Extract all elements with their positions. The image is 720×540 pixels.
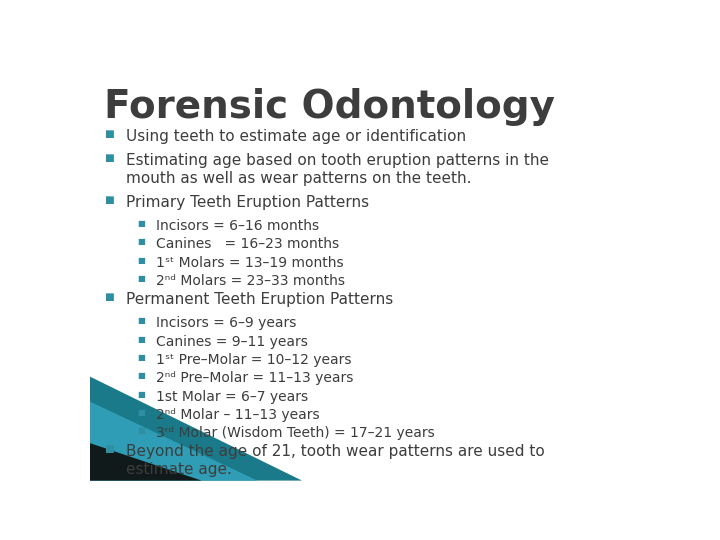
Text: Estimating age based on tooth eruption patterns in the
mouth as well as wear pat: Estimating age based on tooth eruption p… xyxy=(126,153,549,186)
Polygon shape xyxy=(90,377,302,481)
Text: 1ˢᵗ Molars = 13–19 months: 1ˢᵗ Molars = 13–19 months xyxy=(156,255,343,269)
Text: 1st Molar = 6–7 years: 1st Molar = 6–7 years xyxy=(156,389,308,403)
Text: ■: ■ xyxy=(138,426,145,435)
Text: ■: ■ xyxy=(104,129,114,139)
Text: Permanent Teeth Eruption Patterns: Permanent Teeth Eruption Patterns xyxy=(126,292,394,307)
Text: ■: ■ xyxy=(104,153,114,164)
Text: 2ⁿᵈ Molar – 11–13 years: 2ⁿᵈ Molar – 11–13 years xyxy=(156,408,320,422)
Text: 2ⁿᵈ Molars = 23–33 months: 2ⁿᵈ Molars = 23–33 months xyxy=(156,274,345,288)
Text: 2ⁿᵈ Pre–Molar = 11–13 years: 2ⁿᵈ Pre–Molar = 11–13 years xyxy=(156,371,354,385)
Text: ■: ■ xyxy=(138,238,145,246)
Text: Using teeth to estimate age or identification: Using teeth to estimate age or identific… xyxy=(126,129,467,144)
Text: ■: ■ xyxy=(138,371,145,380)
Text: ■: ■ xyxy=(138,316,145,326)
Text: Beyond the age of 21, tooth wear patterns are used to
estimate age.: Beyond the age of 21, tooth wear pattern… xyxy=(126,444,545,477)
Text: ■: ■ xyxy=(138,389,145,399)
Polygon shape xyxy=(90,443,202,481)
Text: 3ʳᵈ Molar (Wisdom Teeth) = 17–21 years: 3ʳᵈ Molar (Wisdom Teeth) = 17–21 years xyxy=(156,426,435,440)
Polygon shape xyxy=(90,402,258,481)
Text: ■: ■ xyxy=(138,255,145,265)
Text: ■: ■ xyxy=(104,444,114,455)
Text: ■: ■ xyxy=(104,195,114,205)
Text: ■: ■ xyxy=(138,353,145,362)
Text: Incisors = 6–16 months: Incisors = 6–16 months xyxy=(156,219,319,233)
Text: ■: ■ xyxy=(138,335,145,343)
Text: 1ˢᵗ Pre–Molar = 10–12 years: 1ˢᵗ Pre–Molar = 10–12 years xyxy=(156,353,351,367)
Text: ■: ■ xyxy=(138,219,145,228)
Text: ■: ■ xyxy=(138,274,145,283)
Text: ■: ■ xyxy=(138,408,145,417)
Text: Incisors = 6–9 years: Incisors = 6–9 years xyxy=(156,316,296,330)
Text: Primary Teeth Eruption Patterns: Primary Teeth Eruption Patterns xyxy=(126,195,369,210)
Text: ■: ■ xyxy=(104,292,114,302)
Text: Canines = 9–11 years: Canines = 9–11 years xyxy=(156,335,307,349)
Text: Forensic Odontology: Forensic Odontology xyxy=(104,87,555,126)
Text: Canines   = 16–23 months: Canines = 16–23 months xyxy=(156,238,339,251)
